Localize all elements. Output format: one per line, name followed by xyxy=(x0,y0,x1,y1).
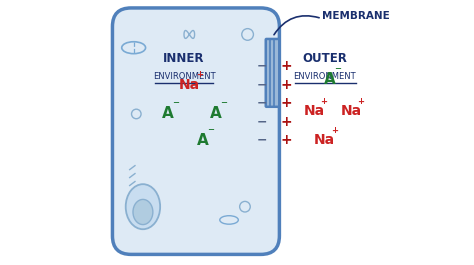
Text: +: + xyxy=(280,96,292,110)
Text: ENVIRONMENT: ENVIRONMENT xyxy=(293,72,356,81)
Ellipse shape xyxy=(133,199,153,225)
Text: MEMBRANE: MEMBRANE xyxy=(322,11,390,21)
Text: Na: Na xyxy=(179,78,200,92)
Text: −: − xyxy=(257,78,267,91)
Text: Na: Na xyxy=(340,104,362,118)
Text: A: A xyxy=(162,107,174,121)
Text: +: + xyxy=(280,78,292,92)
Text: +: + xyxy=(280,115,292,129)
Text: +: + xyxy=(196,70,203,79)
Text: A: A xyxy=(210,107,222,121)
Text: ENVIRONMENT: ENVIRONMENT xyxy=(153,72,215,81)
Text: −: − xyxy=(334,64,341,73)
Text: A: A xyxy=(324,72,336,87)
Text: A: A xyxy=(197,133,209,148)
Ellipse shape xyxy=(126,184,160,229)
Text: −: − xyxy=(257,97,267,110)
FancyBboxPatch shape xyxy=(112,8,279,254)
Text: +: + xyxy=(357,97,365,106)
Text: INNER: INNER xyxy=(163,52,205,65)
Text: +: + xyxy=(280,134,292,147)
Text: Na: Na xyxy=(314,134,335,147)
Text: +: + xyxy=(331,126,338,135)
Text: OUTER: OUTER xyxy=(302,52,347,65)
Text: −: − xyxy=(257,134,267,147)
Text: −: − xyxy=(220,98,227,107)
Text: +: + xyxy=(320,97,328,106)
Text: −: − xyxy=(207,125,214,134)
Text: Na: Na xyxy=(303,104,324,118)
FancyBboxPatch shape xyxy=(266,39,279,107)
Text: −: − xyxy=(257,115,267,129)
Text: −: − xyxy=(257,60,267,73)
Text: −: − xyxy=(173,98,180,107)
Text: +: + xyxy=(280,59,292,73)
